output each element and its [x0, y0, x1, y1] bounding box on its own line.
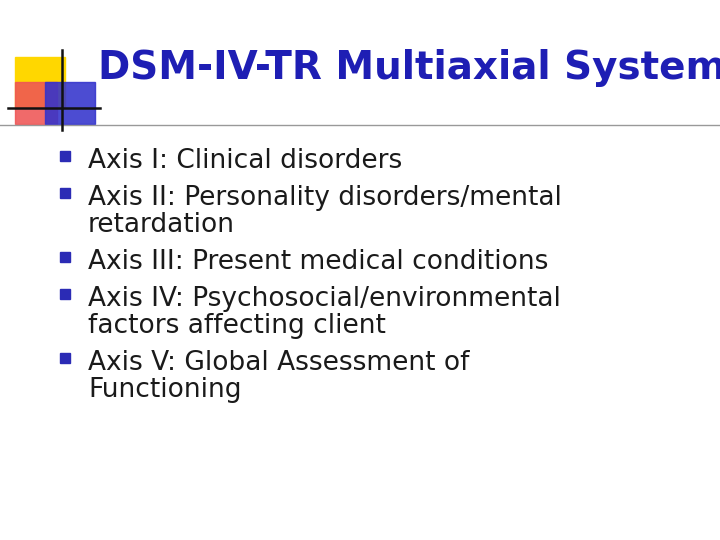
Text: Functioning: Functioning	[88, 377, 241, 403]
Text: factors affecting client: factors affecting client	[88, 313, 386, 339]
Text: DSM-IV-TR Multiaxial System: DSM-IV-TR Multiaxial System	[98, 49, 720, 87]
Bar	[15, 57, 65, 107]
Text: Axis IV: Psychosocial/environmental: Axis IV: Psychosocial/environmental	[88, 286, 561, 312]
Text: Axis III: Present medical conditions: Axis III: Present medical conditions	[88, 249, 549, 275]
Bar	[15, 82, 57, 124]
Text: Axis V: Global Assessment of: Axis V: Global Assessment of	[88, 350, 469, 376]
Text: Axis II: Personality disorders/mental: Axis II: Personality disorders/mental	[88, 185, 562, 211]
Bar	[60, 353, 70, 363]
Bar	[60, 151, 70, 161]
Bar	[60, 252, 70, 262]
Bar	[60, 289, 70, 299]
Bar	[60, 188, 70, 198]
Text: retardation: retardation	[88, 212, 235, 238]
Text: Axis I: Clinical disorders: Axis I: Clinical disorders	[88, 148, 402, 174]
Bar	[45, 82, 95, 124]
